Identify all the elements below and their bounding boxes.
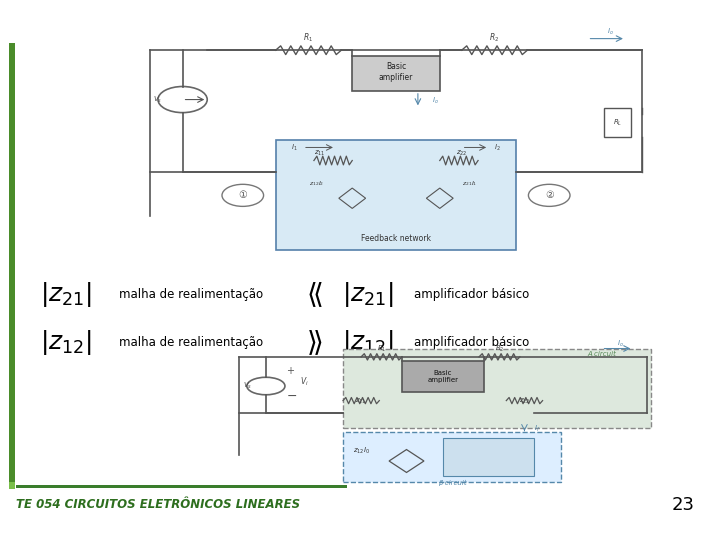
Text: $V_i$: $V_i$ <box>300 376 309 388</box>
Text: $R_L$: $R_L$ <box>613 118 622 128</box>
Text: $V_s$: $V_s$ <box>243 381 253 391</box>
Text: $z_{21}I_1$: $z_{21}I_1$ <box>462 179 477 188</box>
Text: $z_{22}$: $z_{22}$ <box>456 148 467 158</box>
Bar <box>352 56 440 91</box>
Text: $|z_{12}|$: $|z_{12}|$ <box>40 328 91 357</box>
Text: $z_{12}I_0$: $z_{12}I_0$ <box>353 446 369 456</box>
Bar <box>9 43 15 483</box>
Text: $I_f$: $I_f$ <box>534 424 540 434</box>
Text: $z_{11}$: $z_{11}$ <box>356 397 367 406</box>
Text: amplificador básico: amplificador básico <box>414 288 529 301</box>
Text: 23: 23 <box>672 496 695 514</box>
Text: ①: ① <box>238 190 247 200</box>
Text: $R_1$: $R_1$ <box>377 343 387 354</box>
Text: Feedback network: Feedback network <box>361 234 431 243</box>
Text: $R_2$: $R_2$ <box>495 343 504 354</box>
Text: Basic
amplifier: Basic amplifier <box>427 370 459 383</box>
Bar <box>276 140 516 251</box>
Text: A circuit: A circuit <box>587 350 616 356</box>
Text: malha de realimentação: malha de realimentação <box>119 288 263 301</box>
Text: malha de realimentação: malha de realimentação <box>119 336 263 349</box>
Bar <box>402 361 484 392</box>
Text: $R_2$: $R_2$ <box>490 31 500 44</box>
Bar <box>604 108 631 137</box>
Text: +: + <box>287 366 294 375</box>
Text: $z_{12}I_2$: $z_{12}I_2$ <box>309 179 324 188</box>
Text: $I_o$: $I_o$ <box>431 96 438 106</box>
Text: ②: ② <box>545 190 554 200</box>
Text: $|z_{21}|$: $|z_{21}|$ <box>40 280 91 309</box>
Text: $I_1$: $I_1$ <box>292 143 298 153</box>
Text: $R_1$: $R_1$ <box>303 31 313 44</box>
Bar <box>443 438 534 476</box>
Text: $\langle\!\langle$: $\langle\!\langle$ <box>306 280 323 309</box>
Text: $I_o$: $I_o$ <box>618 339 624 349</box>
Text: $z_{11}$: $z_{11}$ <box>314 148 325 158</box>
Text: Basic
amplifier: Basic amplifier <box>379 62 413 82</box>
Bar <box>343 348 652 428</box>
Text: $|z_{12}|$: $|z_{12}|$ <box>342 328 394 357</box>
Text: $|z_{21}|$: $|z_{21}|$ <box>342 280 394 309</box>
Text: β circuit: β circuit <box>438 480 466 486</box>
Bar <box>16 485 347 488</box>
Text: $I_o$: $I_o$ <box>607 27 613 37</box>
Text: $-$: $-$ <box>287 388 297 402</box>
Text: $\rangle\!\rangle$: $\rangle\!\rangle$ <box>306 328 323 357</box>
Bar <box>9 482 15 489</box>
Bar <box>343 432 561 482</box>
Text: $I_2$: $I_2$ <box>494 143 500 153</box>
Text: amplificador básico: amplificador básico <box>414 336 529 349</box>
Text: TE 054 CIRCUITOS ELETRÔNICOS LINEARES: TE 054 CIRCUITOS ELETRÔNICOS LINEARES <box>16 498 300 511</box>
Text: $V_s$: $V_s$ <box>153 94 163 105</box>
Text: $z_{22}$: $z_{22}$ <box>518 397 530 406</box>
